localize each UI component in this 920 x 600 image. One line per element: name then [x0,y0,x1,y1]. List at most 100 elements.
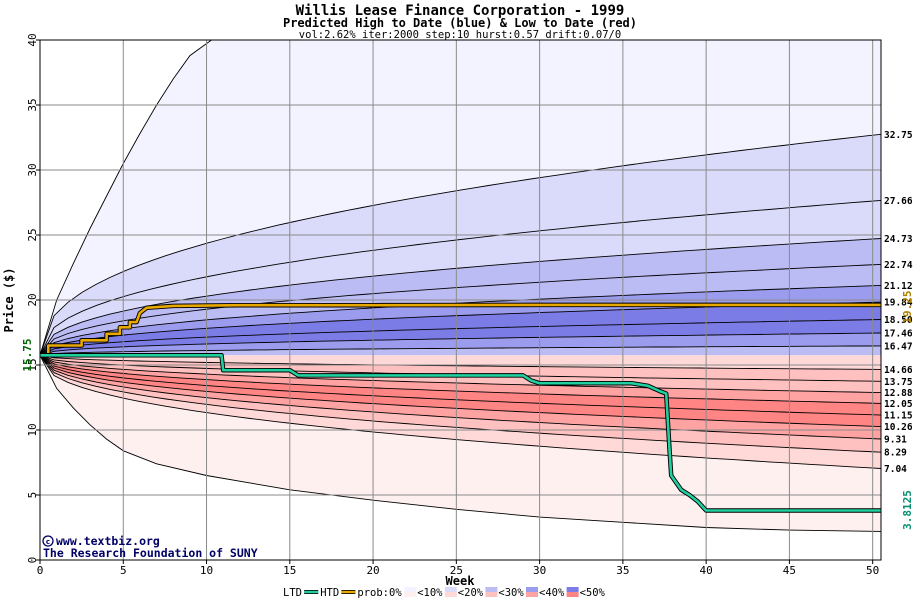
band-lower-0 [40,355,881,370]
legend-htd-label: HTD [320,587,339,599]
x-tick-label: 15 [283,564,296,577]
quantile-line-9 [39,354,882,370]
credit-website: www.textbiz.org [56,534,160,548]
quantile-label: 7.04 [884,464,907,475]
x-tick-label: 30 [533,564,546,577]
x-tick-label: 25 [450,564,463,577]
x-axis-label: Week [446,574,476,588]
legend-bin-swatch-4-blue [566,587,579,592]
quantile-label: 14.66 [884,365,913,376]
quantile-label: 24.73 [884,234,913,245]
quantile-line-3 [39,263,882,356]
credits: c www.textbiz.org The Research Foundatio… [42,534,258,560]
quantile-label: 32.75 [884,130,913,141]
band-lower-6 [40,355,881,439]
quantile-line-11 [39,354,882,394]
x-tick-label: 35 [616,564,629,577]
legend-bin-label-3: <40% [539,587,565,599]
band-upper-2 [40,238,881,356]
y-tick-label: 35 [26,98,39,111]
quantile-label: 12.05 [884,399,913,410]
quantile-line-16 [39,355,882,453]
chart-title: Willis Lease Finance Corporation - 1999 [296,3,625,19]
quantile-label: 19.84 [884,298,913,309]
quantile-label: 11.15 [884,411,913,422]
band-upper-1 [40,200,881,356]
band-lower-2 [40,355,881,393]
y-tick-label: 15 [26,358,39,371]
legend-bin-swatch-3-red [526,592,538,597]
legend: LTD HTD prob:0% <10% <20% <30% <40% <50% [283,587,606,599]
x-tick-label: 0 [37,564,44,577]
quantile-label: 17.46 [884,329,913,340]
copyright-icon-letter: c [46,538,50,546]
legend-bin-label-4: <50% [580,587,606,599]
band-upper-8 [40,345,881,356]
band-lower-4 [40,355,881,416]
band-lower-7 [40,355,881,453]
band-upper-6 [40,319,881,356]
quantile-line-6 [39,319,882,356]
quantile-line-15 [39,354,882,440]
chart-parameters: vol:2.62% iter:2000 step:10 hurst:0.57 d… [299,29,621,41]
ltd-line [40,353,881,512]
x-tick-label: 40 [700,564,713,577]
quantile-label: 12.88 [884,388,913,399]
legend-prob-label: prob:0% [357,587,402,599]
legend-ltd-label: LTD [283,587,302,599]
x-tick-label: 5 [120,564,127,577]
quantile-label: 10.26 [884,422,913,433]
x-tick-label: 20 [366,564,379,577]
legend-bin-swatch-3-blue [526,587,538,592]
outer-lower-line [39,355,882,532]
y-tick-label: 25 [26,228,39,241]
quantile-line-7 [39,332,882,356]
quantile-label: 21.12 [884,281,913,292]
quantile-line-0 [39,133,882,356]
legend-bin-swatch-0-blue [404,587,417,592]
band-upper-3 [40,264,881,356]
quantile-line-13 [39,354,882,416]
legend-bin-swatch-0-red [404,592,417,597]
band-upper-5 [40,302,881,356]
legend-bin-label-2: <30% [498,587,524,599]
quantile-line-1 [39,199,882,356]
x-tick-label: 45 [783,564,796,577]
band-lower-8 [40,355,881,469]
band-lower-3 [40,355,881,404]
y-axis-label: Price ($) [2,267,16,332]
legend-bin-swatch-2-red [485,592,498,597]
x-tick-label: 10 [200,564,213,577]
quantile-line-14 [39,354,882,428]
quantile-labels: 32.75 27.66 24.73 22.74 21.12 19.84 18.50 17.46… [884,130,913,475]
quantile-line-17 [39,355,882,469]
quantile-label: 8.29 [884,448,907,459]
quantile-line-8 [39,345,882,356]
y-tick-label: 40 [26,33,39,46]
quantile-label: 16.47 [884,341,913,352]
htd-line [40,303,881,357]
quantile-label: 27.66 [884,196,913,207]
low-end-label: 3.8125 [901,490,914,530]
legend-bin-label-1: <20% [458,587,484,599]
y-tick-label: 10 [26,423,39,436]
band-lower-5 [40,355,881,427]
quantile-label: 13.75 [884,377,913,388]
band-lower-1 [40,355,881,382]
y-tick-label: 20 [26,293,39,306]
band-upper-0 [40,134,881,356]
legend-bin-swatch-2-blue [485,587,498,592]
credit-org: The Research Foundation of SUNY [43,546,258,560]
legend-bin-swatch-4-red [566,592,579,597]
legend-bin-swatch-1-red [444,592,457,597]
copyright-icon [42,535,54,547]
axis-ticks: 0 5 10 15 20 25 30 35 40 45 50 0 5 10 15 20 25 30 35 40 [26,33,879,577]
quantile-label: 9.31 [884,434,907,445]
legend-bin-swatch-1-blue [444,587,457,592]
quantile-label: 18.50 [884,315,913,326]
x-tick-label: 50 [866,564,879,577]
y-tick-label: 0 [26,557,39,564]
high-end-label: 19.25 [901,290,914,323]
legend-bin-label-0: <10% [417,587,443,599]
